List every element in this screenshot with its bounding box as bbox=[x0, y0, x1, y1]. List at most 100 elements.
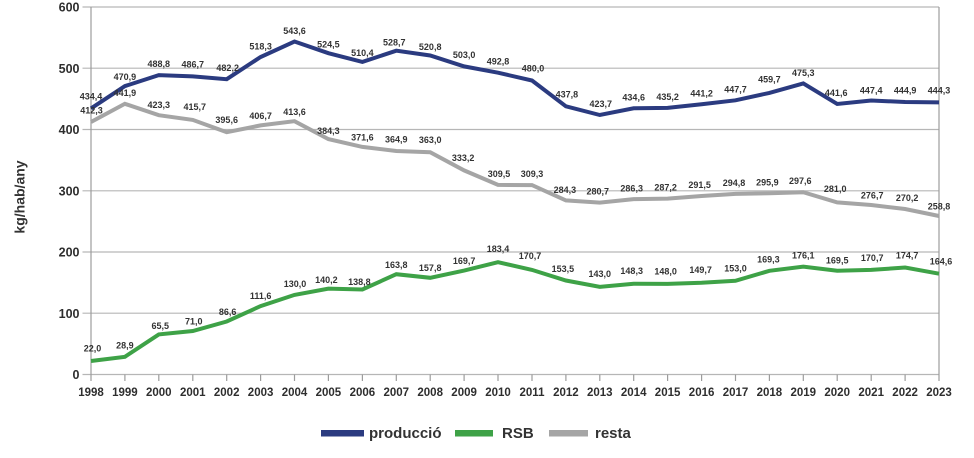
svg-text:364,9: 364,9 bbox=[385, 134, 408, 144]
svg-text:143,0: 143,0 bbox=[589, 269, 612, 279]
svg-text:2017: 2017 bbox=[723, 387, 749, 399]
svg-text:170,7: 170,7 bbox=[519, 251, 542, 261]
svg-text:producció: producció bbox=[369, 425, 442, 442]
svg-text:363,0: 363,0 bbox=[419, 135, 442, 145]
svg-text:138,8: 138,8 bbox=[348, 277, 371, 287]
svg-text:111,6: 111,6 bbox=[250, 291, 272, 301]
svg-text:444,3: 444,3 bbox=[928, 85, 951, 95]
svg-text:295,9: 295,9 bbox=[756, 178, 779, 188]
svg-text:65,5: 65,5 bbox=[152, 321, 170, 331]
svg-text:130,0: 130,0 bbox=[284, 279, 307, 289]
svg-text:291,5: 291,5 bbox=[688, 180, 711, 190]
svg-text:163,8: 163,8 bbox=[385, 260, 408, 270]
svg-text:413,6: 413,6 bbox=[283, 107, 306, 117]
svg-text:2023: 2023 bbox=[926, 387, 952, 399]
svg-text:1998: 1998 bbox=[78, 387, 104, 399]
svg-text:22,0: 22,0 bbox=[84, 344, 102, 354]
svg-text:447,7: 447,7 bbox=[724, 84, 747, 94]
svg-text:2022: 2022 bbox=[892, 387, 918, 399]
svg-text:1999: 1999 bbox=[112, 387, 138, 399]
svg-text:281,0: 281,0 bbox=[824, 184, 847, 194]
svg-text:2010: 2010 bbox=[485, 387, 511, 399]
svg-text:475,3: 475,3 bbox=[792, 68, 815, 78]
svg-text:2004: 2004 bbox=[282, 387, 308, 399]
svg-text:148,3: 148,3 bbox=[620, 266, 643, 276]
svg-text:RSB: RSB bbox=[502, 425, 534, 442]
svg-text:371,6: 371,6 bbox=[351, 132, 374, 142]
svg-text:200: 200 bbox=[59, 246, 80, 260]
svg-text:423,7: 423,7 bbox=[590, 99, 613, 109]
svg-text:174,7: 174,7 bbox=[896, 250, 919, 260]
svg-text:2018: 2018 bbox=[757, 387, 783, 399]
svg-text:437,8: 437,8 bbox=[556, 90, 579, 100]
svg-text:441,2: 441,2 bbox=[690, 88, 713, 98]
svg-text:2005: 2005 bbox=[316, 387, 342, 399]
svg-text:333,2: 333,2 bbox=[452, 153, 475, 163]
svg-text:482,2: 482,2 bbox=[216, 63, 239, 73]
svg-text:280,7: 280,7 bbox=[587, 186, 610, 196]
svg-text:528,7: 528,7 bbox=[383, 38, 406, 48]
svg-text:169,7: 169,7 bbox=[453, 256, 476, 266]
svg-text:86,6: 86,6 bbox=[219, 307, 237, 317]
svg-text:170,7: 170,7 bbox=[861, 253, 884, 263]
svg-text:492,8: 492,8 bbox=[487, 56, 510, 66]
svg-text:400: 400 bbox=[59, 123, 80, 137]
svg-text:100: 100 bbox=[59, 307, 80, 321]
svg-text:441,9: 441,9 bbox=[114, 88, 137, 98]
svg-text:488,8: 488,8 bbox=[148, 59, 171, 69]
svg-text:164,6: 164,6 bbox=[930, 257, 953, 267]
svg-text:2008: 2008 bbox=[417, 387, 443, 399]
svg-text:2019: 2019 bbox=[791, 387, 817, 399]
svg-text:276,7: 276,7 bbox=[861, 191, 884, 201]
svg-text:258,8: 258,8 bbox=[928, 201, 951, 211]
svg-text:297,6: 297,6 bbox=[789, 176, 812, 186]
svg-text:169,5: 169,5 bbox=[826, 255, 849, 265]
svg-text:157,8: 157,8 bbox=[419, 263, 442, 273]
svg-text:2003: 2003 bbox=[248, 387, 274, 399]
svg-text:2016: 2016 bbox=[689, 387, 715, 399]
svg-text:140,2: 140,2 bbox=[315, 275, 338, 285]
svg-text:294,8: 294,8 bbox=[723, 178, 746, 188]
svg-text:176,1: 176,1 bbox=[792, 250, 815, 260]
svg-text:470,9: 470,9 bbox=[114, 72, 137, 82]
svg-text:518,3: 518,3 bbox=[249, 42, 272, 52]
svg-text:2021: 2021 bbox=[858, 387, 884, 399]
svg-text:395,6: 395,6 bbox=[215, 115, 238, 125]
svg-text:2011: 2011 bbox=[520, 387, 546, 399]
svg-text:153,0: 153,0 bbox=[724, 263, 747, 273]
svg-text:543,6: 543,6 bbox=[283, 26, 306, 36]
svg-text:28,9: 28,9 bbox=[116, 341, 134, 351]
svg-text:287,2: 287,2 bbox=[654, 183, 677, 193]
svg-text:503,0: 503,0 bbox=[453, 50, 476, 60]
svg-text:kg/hab/any: kg/hab/any bbox=[12, 160, 28, 233]
svg-text:270,2: 270,2 bbox=[896, 193, 919, 203]
svg-text:2020: 2020 bbox=[824, 387, 850, 399]
svg-text:183,4: 183,4 bbox=[487, 244, 510, 254]
svg-text:2012: 2012 bbox=[553, 387, 579, 399]
svg-text:71,0: 71,0 bbox=[185, 317, 203, 327]
svg-text:384,3: 384,3 bbox=[317, 126, 340, 136]
svg-text:2002: 2002 bbox=[214, 387, 240, 399]
svg-text:600: 600 bbox=[59, 1, 80, 15]
svg-text:resta: resta bbox=[595, 425, 632, 442]
svg-text:434,6: 434,6 bbox=[622, 92, 645, 102]
svg-text:2006: 2006 bbox=[350, 387, 376, 399]
svg-text:2001: 2001 bbox=[180, 387, 206, 399]
svg-text:153,5: 153,5 bbox=[552, 264, 575, 274]
svg-text:2007: 2007 bbox=[384, 387, 410, 399]
svg-text:309,5: 309,5 bbox=[488, 169, 511, 179]
svg-text:309,3: 309,3 bbox=[521, 169, 544, 179]
svg-text:447,4: 447,4 bbox=[860, 85, 883, 95]
svg-text:412,3: 412,3 bbox=[80, 106, 103, 116]
svg-text:300: 300 bbox=[59, 184, 80, 198]
svg-text:284,3: 284,3 bbox=[554, 185, 577, 195]
svg-text:2014: 2014 bbox=[621, 387, 647, 399]
svg-text:459,7: 459,7 bbox=[758, 75, 781, 85]
svg-text:500: 500 bbox=[59, 62, 80, 76]
svg-text:415,7: 415,7 bbox=[184, 102, 207, 112]
svg-text:520,8: 520,8 bbox=[419, 42, 442, 52]
svg-text:510,4: 510,4 bbox=[351, 48, 374, 58]
svg-text:169,3: 169,3 bbox=[757, 254, 780, 264]
svg-text:423,3: 423,3 bbox=[148, 100, 171, 110]
svg-text:435,2: 435,2 bbox=[656, 92, 679, 102]
